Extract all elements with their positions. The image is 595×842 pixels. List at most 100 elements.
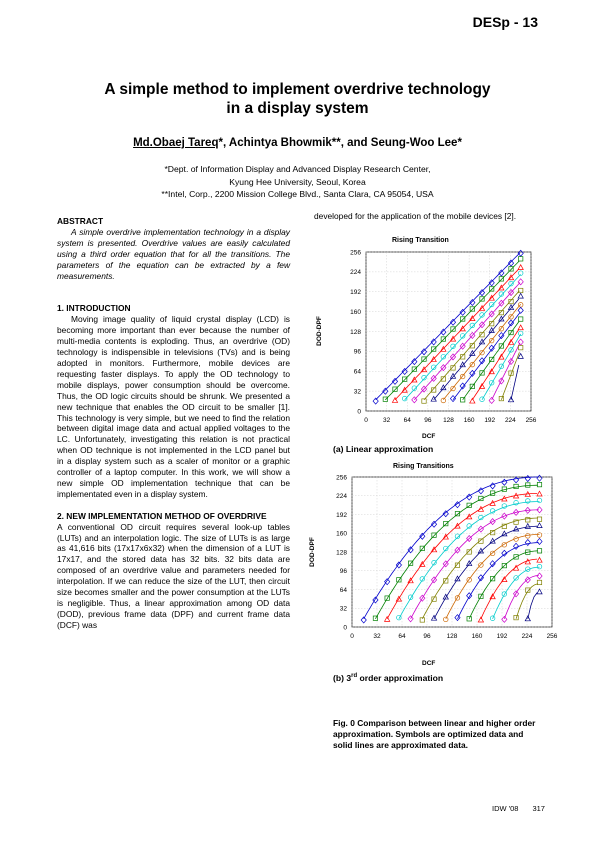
- data-point: [489, 321, 495, 327]
- data-point: [420, 366, 428, 373]
- data-point: [469, 315, 476, 321]
- affiliation-line-2: Kyung Hee University, Seoul, Korea: [229, 176, 366, 187]
- data-point: [508, 314, 514, 320]
- y-tick-label: 256: [350, 249, 361, 256]
- data-point: [402, 395, 408, 402]
- chart-b-caption-sup: rd: [351, 673, 358, 680]
- section-1-body: Moving image quality of liquid crystal d…: [57, 314, 290, 499]
- x-tick-label: 192: [484, 417, 495, 424]
- data-point: [507, 259, 515, 267]
- series-line: [398, 501, 540, 619]
- data-point: [430, 395, 437, 402]
- data-point: [419, 594, 426, 602]
- x-tick-label: 64: [404, 417, 412, 424]
- data-point: [524, 475, 531, 483]
- data-point: [372, 615, 378, 621]
- series-line: [433, 298, 520, 401]
- data-point: [501, 495, 508, 502]
- series-line: [423, 290, 520, 401]
- data-point: [536, 506, 543, 514]
- data-point: [536, 556, 543, 563]
- data-point: [501, 615, 508, 623]
- data-point: [391, 396, 399, 403]
- data-point: [454, 546, 461, 554]
- data-point: [431, 596, 437, 602]
- data-point: [512, 476, 520, 484]
- data-point: [383, 615, 391, 622]
- series-line: [421, 517, 538, 619]
- data-point: [466, 523, 472, 529]
- data-point: [498, 353, 505, 360]
- data-point: [536, 579, 543, 586]
- data-point: [419, 545, 425, 551]
- data-point: [459, 308, 466, 316]
- data-point: [442, 560, 449, 568]
- data-point: [459, 342, 466, 350]
- data-point: [512, 492, 520, 499]
- data-point: [498, 396, 504, 402]
- data-point: [489, 286, 495, 292]
- data-point: [536, 572, 543, 580]
- y-tick-label: 96: [354, 349, 362, 356]
- data-point: [489, 615, 496, 621]
- data-point: [525, 498, 531, 504]
- data-point: [536, 548, 543, 554]
- data-point: [508, 370, 514, 376]
- data-point: [459, 325, 466, 332]
- series-line: [385, 260, 520, 401]
- data-point: [466, 549, 472, 555]
- series-line: [442, 303, 522, 401]
- data-point: [391, 377, 399, 385]
- data-point: [525, 533, 531, 539]
- data-point: [430, 614, 438, 621]
- data-point: [501, 486, 507, 492]
- data-point: [536, 482, 543, 488]
- data-point: [508, 299, 514, 305]
- data-point: [498, 299, 505, 307]
- data-point: [430, 356, 437, 362]
- data-point: [507, 319, 515, 327]
- series-line: [492, 566, 540, 619]
- data-point: [420, 385, 428, 393]
- data-point: [479, 349, 485, 356]
- footer-page: 317: [532, 804, 545, 813]
- data-point: [477, 505, 485, 512]
- data-point: [454, 533, 461, 539]
- y-tick-label: 0: [343, 624, 347, 631]
- data-point: [513, 500, 519, 506]
- data-point: [419, 560, 426, 567]
- data-point: [524, 538, 531, 547]
- data-point: [382, 396, 388, 402]
- x-tick-label: 0: [364, 417, 368, 424]
- series-group: [360, 474, 543, 624]
- data-point: [442, 533, 449, 540]
- data-point: [469, 298, 476, 307]
- y-tick-label: 64: [340, 587, 348, 594]
- data-point: [525, 566, 531, 572]
- data-point: [450, 326, 456, 332]
- data-point: [498, 377, 505, 385]
- data-point: [443, 616, 449, 623]
- data-point: [478, 357, 486, 365]
- data-point: [498, 363, 505, 369]
- data-point: [449, 353, 457, 361]
- series-line: [501, 352, 520, 400]
- data-point: [490, 530, 496, 536]
- data-point: [478, 562, 484, 568]
- y-tick-label: 32: [354, 388, 362, 395]
- data-point: [536, 563, 543, 570]
- data-point: [536, 522, 543, 528]
- data-point: [479, 296, 485, 302]
- data-point: [507, 289, 515, 297]
- data-point: [489, 593, 496, 600]
- data-point: [518, 316, 524, 322]
- data-point: [449, 318, 457, 326]
- data-point: [536, 537, 543, 545]
- section-2-body: A conventional OD circuit requires sever…: [57, 521, 290, 630]
- data-point: [421, 375, 427, 381]
- data-point: [501, 542, 507, 548]
- data-point: [411, 385, 417, 391]
- data-point: [489, 550, 496, 557]
- y-tick-label: 224: [336, 493, 347, 500]
- data-point: [513, 575, 519, 581]
